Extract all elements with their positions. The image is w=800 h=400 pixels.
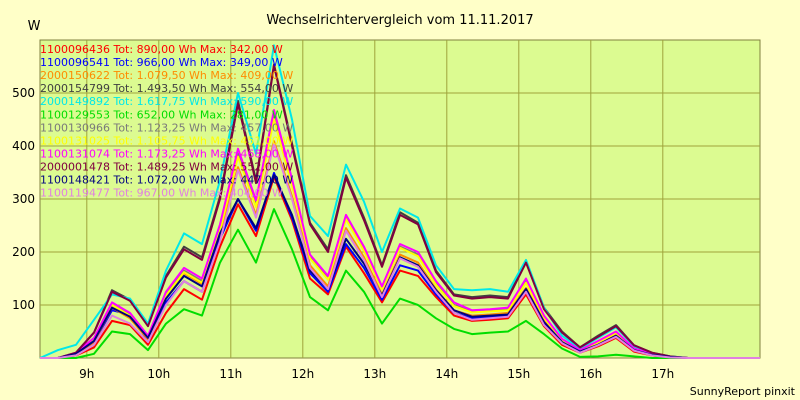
x-tick-label: 15h	[507, 367, 530, 381]
legend-entry-5: 2000149892 Tot: 1.617,75 Wh Max: 590,00 …	[40, 95, 293, 108]
legend-entry-2: 1100096541 Tot: 966,00 Wh Max: 349,00 W	[40, 56, 283, 69]
series-lines	[39, 44, 760, 359]
x-tick-label: 11h	[219, 367, 242, 381]
legend-entry-8: 1100131025 Tot: 1.105,75 Wh Max: 451,00 …	[40, 134, 293, 147]
legend-entry-10: 2000001478 Tot: 1.489,25 Wh Max: 552,00 …	[40, 160, 293, 173]
series-line-12	[40, 142, 760, 359]
legend-entry-12: 1100119477 Tot: 967,00 Wh Max: 404,00 W	[40, 187, 283, 200]
y-tick-label: 200	[12, 245, 35, 259]
y-tick-label: 100	[12, 298, 35, 312]
x-tick-label: 12h	[291, 367, 314, 381]
x-tick-label: 16h	[579, 367, 602, 381]
x-tick-label: 9h	[79, 367, 94, 381]
x-tick-label: 17h	[651, 367, 674, 381]
legend-entry-9: 1100131074 Tot: 1.173,25 Wh Max: 468,00 …	[40, 147, 293, 160]
y-tick-label: 500	[12, 86, 35, 100]
y-tick-label: 300	[12, 192, 35, 206]
legend: 1100096436 Tot: 890,00 Wh Max: 342,00 W1…	[40, 43, 293, 200]
legend-entry-11: 1100148421 Tot: 1.072,00 Wh Max: 447,00 …	[40, 174, 293, 187]
y-axis-ticks: 100 200 300 400 500	[12, 86, 35, 312]
legend-entry-1: 1100096436 Tot: 890,00 Wh Max: 342,00 W	[40, 43, 283, 56]
legend-entry-3: 2000150622 Tot: 1.079,50 Wh Max: 409,00 …	[40, 69, 293, 82]
credit-label: SunnyReport pinxit	[690, 385, 796, 398]
series-line-10	[40, 64, 760, 359]
x-axis-ticks: 9h 10h 11h 12h 13h 14h 15h 16h 17h	[79, 367, 674, 381]
series-line-9	[40, 109, 760, 359]
chart-title: Wechselrichtervergleich vom 11.11.2017	[266, 13, 533, 28]
y-tick-label: 400	[12, 139, 35, 153]
x-tick-label: 13h	[363, 367, 386, 381]
y-axis-unit: W	[28, 19, 41, 34]
legend-entry-6: 1100129553 Tot: 652,00 Wh Max: 281,00 W	[40, 108, 283, 121]
series-line-6	[40, 208, 760, 359]
legend-entry-4: 2000154799 Tot: 1.493,50 Wh Max: 554,00 …	[40, 82, 293, 95]
legend-entry-7: 1100130966 Tot: 1.123,25 Wh Max: 457,00 …	[40, 121, 293, 134]
x-tick-label: 10h	[147, 367, 170, 381]
x-tick-label: 14h	[435, 367, 458, 381]
